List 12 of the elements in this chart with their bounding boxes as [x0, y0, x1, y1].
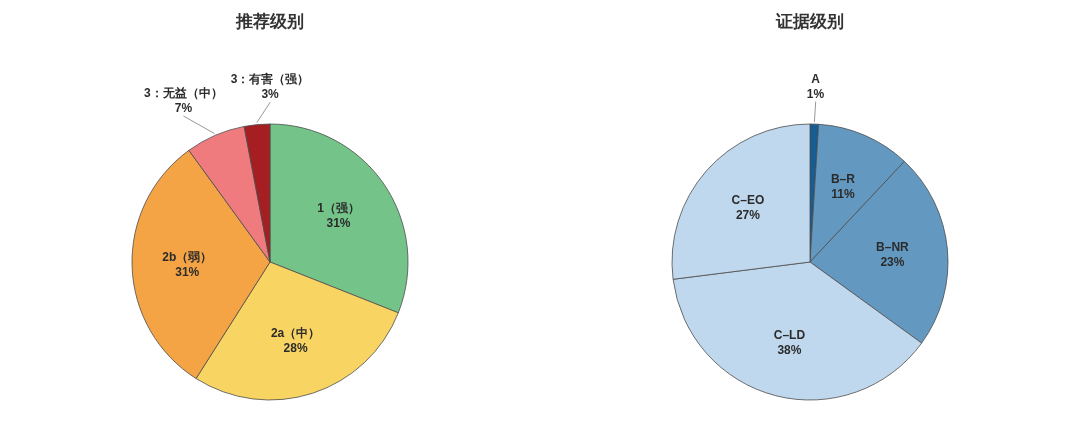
- slice-label: 1（强） 31%: [317, 200, 360, 230]
- slice-label: A 1%: [806, 71, 825, 101]
- slice-label: C–LD 38%: [773, 327, 806, 357]
- slice-label: B–R 11%: [830, 171, 855, 201]
- slice-label: 2a（中） 28%: [270, 326, 321, 356]
- slice-label: 2b（弱） 31%: [162, 250, 213, 280]
- slice-label: 3：有害（强） 3%: [230, 72, 310, 102]
- slice-label: C–EO 27%: [731, 192, 765, 222]
- title: 证据级别: [776, 12, 844, 31]
- title: 推荐级别: [236, 12, 304, 31]
- slice-label: 3：无益（中） 7%: [144, 86, 223, 115]
- slice-label: B–NR 23%: [876, 239, 909, 269]
